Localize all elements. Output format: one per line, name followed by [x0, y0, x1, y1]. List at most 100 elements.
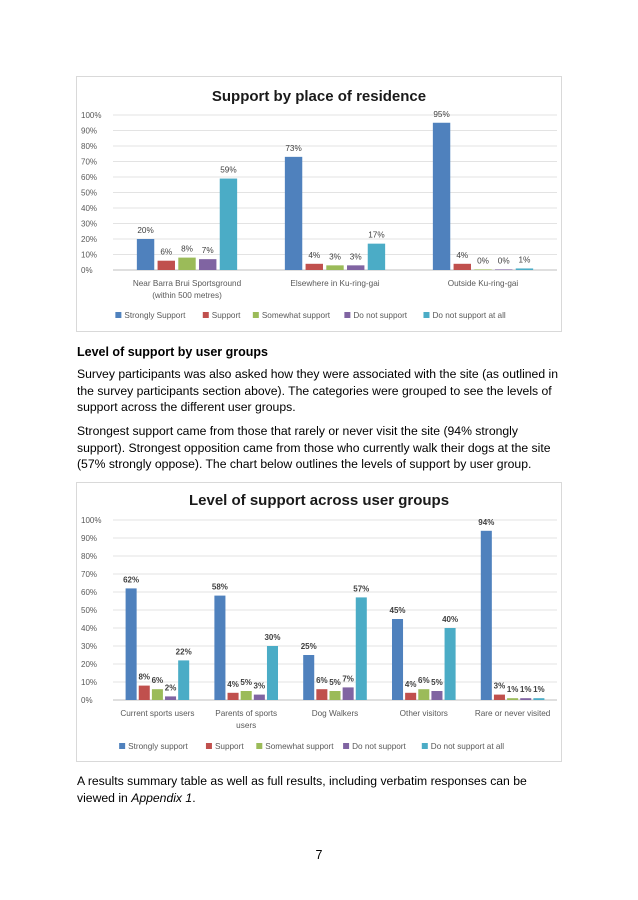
- category-label: Elsewhere in Ku-ring-gai: [290, 279, 379, 288]
- legend-swatch: [344, 312, 351, 318]
- bar: [136, 239, 155, 270]
- bar: [515, 268, 534, 270]
- data-label: 5%: [240, 678, 252, 687]
- y-tick-label: 0%: [81, 266, 93, 275]
- bar: [432, 122, 451, 270]
- legend-swatch: [119, 743, 126, 749]
- bar: [227, 692, 239, 700]
- category-label: Other visitors: [400, 709, 448, 718]
- legend-swatch: [202, 312, 209, 318]
- bar: [493, 694, 505, 700]
- data-label: 6%: [152, 676, 164, 685]
- data-label: 6%: [316, 676, 328, 685]
- legend-swatch: [343, 743, 350, 749]
- legend-label: Support: [212, 311, 241, 320]
- chart-residence-svg: Support by place of residence 0% 10% 20% 30%…: [81, 88, 557, 320]
- data-label: 4%: [227, 680, 239, 689]
- bar: [418, 689, 430, 700]
- y-tick-label: 10%: [81, 678, 97, 687]
- bar: [405, 692, 417, 700]
- legend-swatch: [423, 312, 430, 318]
- y-tick-label: 20%: [81, 660, 97, 669]
- chart-title: Level of support across user groups: [189, 492, 449, 509]
- bar: [165, 696, 177, 700]
- data-label: 59%: [220, 166, 236, 175]
- data-label: 4%: [308, 251, 320, 260]
- category-label: Near Barra Brui Sportsground: [133, 279, 242, 288]
- bar: [303, 655, 315, 700]
- category-label: (within 500 metres): [152, 291, 222, 300]
- bar: [507, 698, 519, 700]
- legend-swatch: [115, 312, 122, 318]
- bar: [520, 698, 532, 700]
- bar: [342, 687, 354, 700]
- data-label: 57%: [353, 584, 369, 593]
- bar: [253, 694, 265, 700]
- legend-label: Strongly support: [128, 742, 188, 751]
- bar: [329, 691, 341, 700]
- bar: [431, 691, 443, 700]
- y-tick-label: 70%: [81, 570, 97, 579]
- y-tick-label: 20%: [81, 235, 97, 244]
- data-label: 3%: [254, 682, 266, 691]
- data-label: 5%: [329, 678, 341, 687]
- data-label: 7%: [202, 246, 214, 255]
- category-label: Parents of sports: [215, 709, 277, 718]
- data-label: 0%: [477, 256, 489, 265]
- bar: [326, 265, 344, 270]
- legend-swatch: [256, 743, 263, 749]
- bar: [305, 263, 323, 270]
- y-tick-label: 50%: [81, 606, 97, 615]
- data-label: 40%: [442, 615, 458, 624]
- bar: [533, 698, 545, 700]
- bar: [138, 685, 150, 700]
- bar: [391, 619, 404, 700]
- bar: [240, 691, 252, 700]
- legend-swatch: [205, 743, 212, 749]
- bar: [219, 178, 238, 270]
- legend-swatch: [421, 743, 428, 749]
- data-label: 6%: [418, 676, 430, 685]
- category-label: users: [236, 721, 256, 730]
- y-tick-label: 50%: [81, 189, 97, 198]
- legend-label: Do not support at all: [432, 311, 505, 320]
- data-label: 17%: [368, 231, 384, 240]
- data-label: 8%: [181, 245, 193, 254]
- bar: [125, 588, 137, 700]
- y-tick-label: 40%: [81, 204, 97, 213]
- y-tick-label: 100%: [81, 516, 101, 525]
- y-tick-label: 100%: [81, 111, 101, 120]
- y-tick-label: 10%: [81, 251, 97, 260]
- y-tick-label: 30%: [81, 220, 97, 229]
- bar: [347, 265, 365, 270]
- chart-residence: Support by place of residence 0% 10% 20% 30%…: [76, 76, 562, 332]
- bar: [199, 259, 217, 270]
- data-label: 20%: [137, 226, 153, 235]
- data-label: 58%: [212, 583, 228, 592]
- legend-label: Do not support: [352, 742, 406, 751]
- legend-label: Somewhat support: [262, 311, 331, 320]
- y-tick-label: 90%: [81, 534, 97, 543]
- paragraph-findings: Strongest support came from those that r…: [77, 424, 551, 471]
- legend-label: Support: [215, 742, 244, 751]
- legend-label: Do not support at all: [431, 742, 504, 751]
- data-label: 8%: [138, 673, 150, 682]
- chart-user-groups: Level of support across user groups 0% 10%…: [76, 482, 562, 762]
- data-label: 6%: [160, 248, 172, 257]
- bar: [284, 156, 303, 270]
- summary-end: .: [192, 790, 196, 805]
- bar: [480, 530, 492, 700]
- legend-label: Strongly Support: [124, 311, 186, 320]
- y-tick-label: 60%: [81, 588, 97, 597]
- chart-title: Support by place of residence: [212, 88, 426, 105]
- y-tick-label: 40%: [81, 624, 97, 633]
- data-label: 3%: [494, 682, 506, 691]
- category-label: Outside Ku-ring-gai: [448, 279, 519, 288]
- data-label: 22%: [176, 647, 192, 656]
- data-label: 30%: [264, 633, 280, 642]
- bar: [266, 646, 279, 700]
- data-label: 62%: [123, 575, 139, 584]
- bar: [214, 595, 226, 700]
- data-label: 95%: [433, 110, 449, 119]
- y-tick-label: 80%: [81, 552, 97, 561]
